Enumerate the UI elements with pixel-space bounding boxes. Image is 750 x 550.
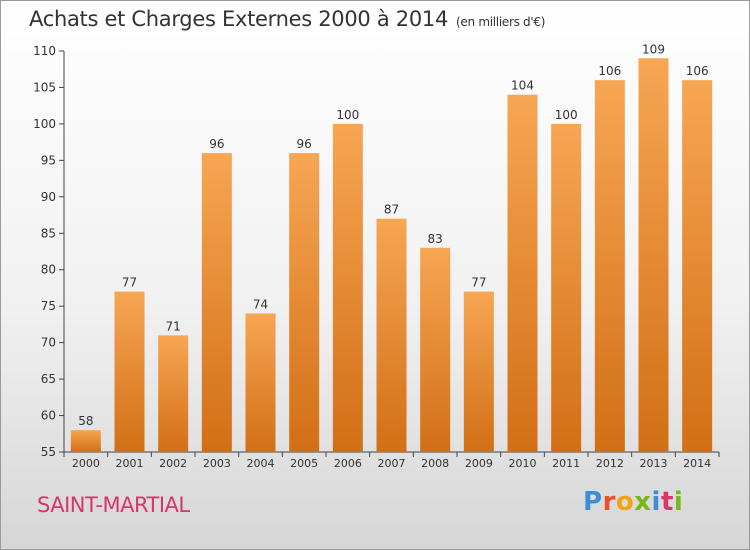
- x-tick-label: 2011: [552, 457, 580, 470]
- bar-2012: [594, 80, 625, 452]
- y-tick-label: 75: [41, 299, 56, 313]
- data-label-2004: 74: [253, 297, 268, 311]
- data-label-2001: 77: [122, 276, 137, 290]
- x-tick-label: 2009: [465, 457, 493, 470]
- x-tick-label: 2007: [378, 457, 406, 470]
- y-tick-label: 100: [33, 117, 56, 131]
- chart-unit: (en milliers d'€): [456, 15, 546, 29]
- bar-2006: [332, 123, 363, 452]
- logo-letter: o: [615, 487, 635, 517]
- bar-2000: [70, 430, 101, 452]
- y-tick-label: 105: [33, 80, 56, 94]
- data-label-2002: 71: [166, 319, 181, 333]
- bar-2004: [245, 313, 276, 452]
- x-tick-label: 2002: [159, 457, 187, 470]
- bar-2002: [158, 335, 189, 452]
- chart-title: Achats et Charges Externes 2000 à 2014 (e…: [29, 7, 545, 31]
- data-label-2006: 100: [336, 108, 359, 122]
- bar-2001: [114, 291, 145, 452]
- bar-2007: [376, 218, 407, 452]
- bar-2003: [201, 153, 232, 452]
- x-tick-label: 2012: [596, 457, 624, 470]
- proxiti-logo: Proxiti: [583, 487, 683, 517]
- bar-2014: [682, 80, 713, 452]
- x-tick-label: 2006: [334, 457, 362, 470]
- x-tick-label: 2010: [509, 457, 537, 470]
- logo-letter: x: [634, 487, 652, 517]
- x-tick-label: 2000: [72, 457, 100, 470]
- data-label-2014: 106: [686, 64, 709, 78]
- axes: 55 60 65 70 75 80 85 90 95 100 105 110 2000 2001 2002 2…: [33, 44, 720, 470]
- y-tick-label: 60: [41, 409, 56, 423]
- x-tick-label: 2013: [640, 457, 668, 470]
- bars: [70, 58, 713, 453]
- data-label-2013: 109: [642, 42, 665, 56]
- bar-2005: [289, 153, 320, 452]
- data-label-2005: 96: [297, 137, 312, 151]
- bar-2010: [507, 94, 538, 452]
- data-label-2000: 58: [78, 414, 93, 428]
- data-label-2007: 87: [384, 203, 399, 217]
- logo-letter: i: [651, 487, 661, 517]
- data-label-2011: 100: [555, 108, 578, 122]
- y-tick-label: 110: [33, 44, 56, 58]
- logo-letter: t: [660, 487, 674, 517]
- x-tick-label: 2001: [116, 457, 144, 470]
- y-tick-label: 95: [41, 153, 56, 167]
- logo-letter: P: [583, 487, 603, 517]
- data-label-2008: 83: [428, 232, 443, 246]
- bar-2008: [420, 247, 451, 452]
- chart-title-text: Achats et Charges Externes 2000 à 2014: [29, 7, 449, 31]
- y-tick-label: 65: [41, 372, 56, 386]
- x-tick-label: 2004: [247, 457, 275, 470]
- y-tick-label: 85: [41, 226, 56, 240]
- data-label-2003: 96: [209, 137, 224, 151]
- data-labels: 58 77 71 96 74 96 100 87 83 77 104 100 106 109 106: [78, 42, 708, 428]
- y-tick-label: 70: [41, 336, 56, 350]
- bar-2013: [638, 58, 669, 453]
- data-label-2012: 106: [598, 64, 621, 78]
- place-name: SAINT-MARTIAL: [37, 493, 190, 517]
- logo-letter: i: [673, 487, 684, 517]
- y-tick-label: 55: [41, 445, 56, 459]
- x-tick-label: 2014: [683, 457, 711, 470]
- bar-2011: [551, 123, 582, 452]
- logo-letter: r: [602, 487, 616, 517]
- y-tick-label: 80: [41, 263, 56, 277]
- x-tick-label: 2008: [421, 457, 449, 470]
- data-label-2009: 77: [471, 276, 486, 290]
- data-label-2010: 104: [511, 79, 534, 93]
- y-tick-label: 90: [41, 190, 56, 204]
- x-tick-label: 2005: [290, 457, 318, 470]
- bar-2009: [463, 291, 494, 452]
- x-tick-label: 2003: [203, 457, 231, 470]
